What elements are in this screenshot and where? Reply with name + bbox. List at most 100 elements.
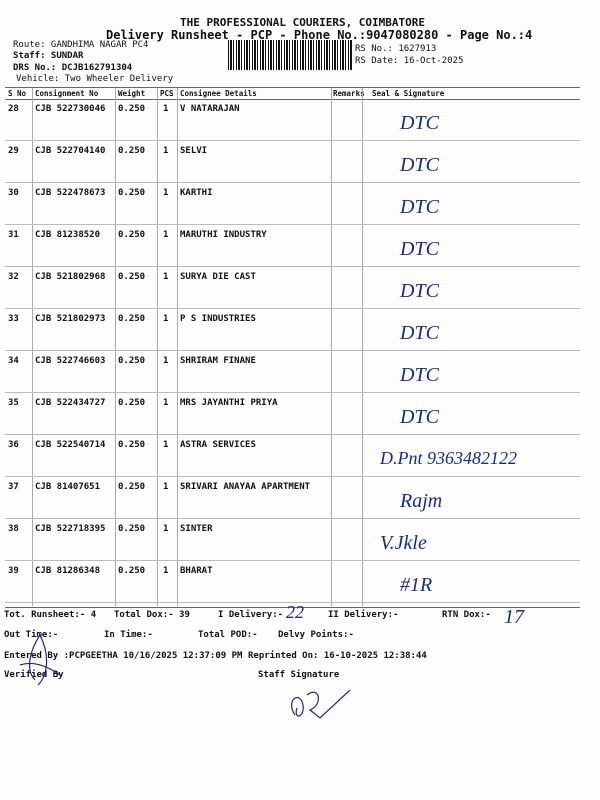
cell-wt: 0.250 (118, 104, 146, 114)
verifier-signature (19, 634, 61, 686)
recipient-signature: DTC (400, 322, 439, 344)
cell-pcs: 1 (163, 188, 169, 198)
cell-name: MARUTHI INDUSTRY (180, 230, 267, 240)
cell-cno: CJB 81407651 (35, 482, 101, 492)
recipient-signature: V.Jkle (380, 532, 427, 554)
rs-no: RS No.: 1627913 (355, 44, 437, 54)
row-divider (5, 140, 580, 141)
i-delivery: I Delivery:- (218, 610, 284, 620)
column-header: PCS (160, 89, 174, 98)
row-divider (5, 602, 580, 603)
cell-cno: CJB 522434727 (35, 398, 106, 408)
cell-cno: CJB 522704140 (35, 146, 106, 156)
cell-wt: 0.250 (118, 482, 146, 492)
cell-wt: 0.250 (118, 314, 146, 324)
cell-pcs: 1 (163, 524, 169, 534)
cell-sno: 35 (8, 398, 19, 408)
cell-wt: 0.250 (118, 524, 146, 534)
recipient-signature: DTC (400, 112, 439, 134)
recipient-signature: Rajm (400, 490, 443, 512)
column-divider (32, 88, 33, 606)
row-divider (5, 392, 580, 393)
column-header: Remarks (333, 89, 365, 98)
cell-wt: 0.250 (118, 398, 146, 408)
column-header: Consignee Details (180, 89, 257, 98)
cell-wt: 0.250 (118, 146, 146, 156)
cell-cno: CJB 81238520 (35, 230, 101, 240)
cell-pcs: 1 (163, 356, 169, 366)
staff: Staff: SUNDAR (13, 51, 84, 61)
row-divider (5, 518, 580, 519)
cell-sno: 29 (8, 146, 19, 156)
cell-cno: CJB 522478673 (35, 188, 106, 198)
row-divider (5, 266, 580, 267)
cell-name: ASTRA SERVICES (180, 440, 256, 450)
column-divider (362, 88, 363, 606)
row-divider (5, 182, 580, 183)
cell-wt: 0.250 (118, 230, 146, 240)
company-name: THE PROFESSIONAL COURIERS, COIMBATORE (180, 16, 426, 29)
cell-name: V NATARAJAN (180, 104, 240, 114)
row-divider (5, 434, 580, 435)
row-divider (5, 476, 580, 477)
column-header: S No (8, 89, 27, 98)
route: Route: GANDHIMA NAGAR PC4 (13, 40, 149, 50)
cell-sno: 28 (8, 104, 19, 114)
cell-sno: 39 (8, 566, 19, 576)
rtn-dox: RTN Dox:- (442, 610, 491, 620)
cell-name: SELVI (180, 146, 208, 156)
cell-pcs: 1 (163, 314, 169, 324)
cell-wt: 0.250 (118, 272, 146, 282)
cell-wt: 0.250 (118, 440, 146, 450)
recipient-signature: DTC (400, 364, 439, 386)
column-divider (115, 88, 116, 606)
cell-name: KARTHI (180, 188, 213, 198)
column-header: Consignment No (35, 89, 99, 98)
tot-runsheet: Tot. Runsheet:- 4 (4, 610, 97, 620)
reprinted-on: Reprinted On: 16-10-2025 12:38:44 (248, 651, 427, 661)
cell-name: P S INDUSTRIES (180, 314, 256, 324)
cell-sno: 37 (8, 482, 19, 492)
rs-date: RS Date: 16-Oct-2025 (355, 56, 464, 66)
cell-wt: 0.250 (118, 566, 146, 576)
recipient-signature: D.Pnt 9363482122 (380, 448, 517, 468)
cell-name: SURYA DIE CAST (180, 272, 256, 282)
recipient-signature: DTC (400, 280, 439, 302)
cell-name: SINTER (180, 524, 213, 534)
cell-wt: 0.250 (118, 356, 146, 366)
column-divider (157, 88, 158, 606)
cell-sno: 33 (8, 314, 19, 324)
cell-name: SHRIRAM FINANE (180, 356, 256, 366)
row-divider (5, 224, 580, 225)
column-header: Weight (118, 89, 146, 98)
cell-cno: CJB 522730046 (35, 104, 106, 114)
vehicle: Vehicle: Two Wheeler Delivery (16, 74, 174, 84)
cell-pcs: 1 (163, 146, 169, 156)
cell-sno: 30 (8, 188, 19, 198)
row-divider (5, 308, 580, 309)
in-time: In Time:- (104, 630, 153, 640)
recipient-signature: DTC (400, 406, 439, 428)
divider (5, 87, 580, 88)
cell-cno: CJB 522746603 (35, 356, 106, 366)
recipient-signature: DTC (400, 154, 439, 176)
staff-signature (291, 689, 351, 719)
rtn-dox-handwritten: 17 (504, 606, 524, 628)
cell-pcs: 1 (163, 398, 169, 408)
barcode (228, 40, 352, 70)
divider (5, 607, 580, 608)
cell-pcs: 1 (163, 230, 169, 240)
cell-pcs: 1 (163, 440, 169, 450)
cell-name: MRS JAYANTHI PRIYA (180, 398, 278, 408)
entered-by: Entered By :PCPGEETHA 10/16/2025 12:37:0… (4, 651, 243, 661)
cell-cno: CJB 522540714 (35, 440, 106, 450)
column-divider (331, 88, 332, 606)
cell-sno: 32 (8, 272, 19, 282)
total-pod: Total POD:- (198, 630, 258, 640)
cell-sno: 38 (8, 524, 19, 534)
total-dox: Total Dox:- 39 (114, 610, 190, 620)
runsheet-subtitle: Delivery Runsheet - PCP - Phone No.:9047… (106, 28, 533, 42)
cell-name: SRIVARI ANAYAA APARTMENT (180, 482, 311, 492)
cell-pcs: 1 (163, 272, 169, 282)
